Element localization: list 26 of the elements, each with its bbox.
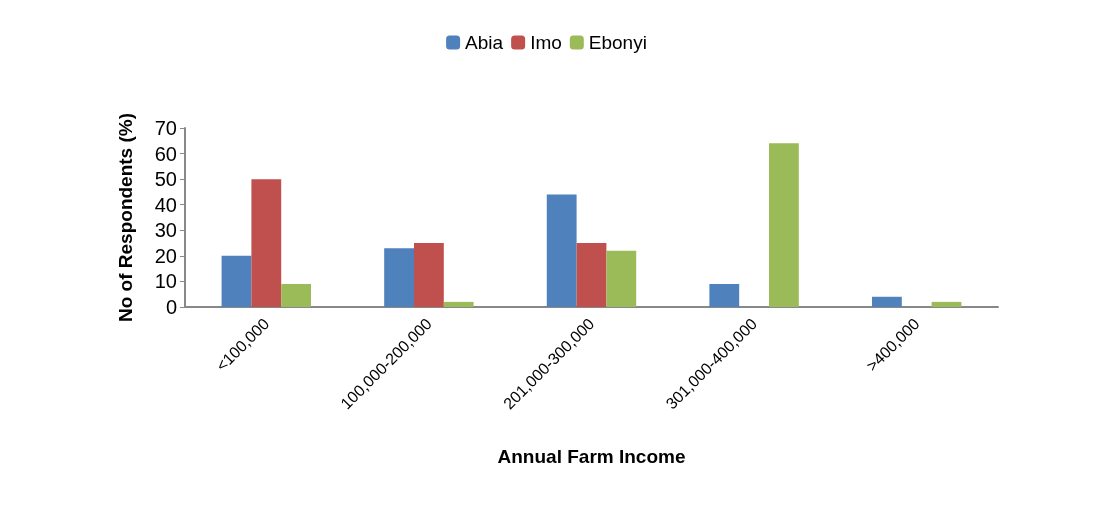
y-axis-title: No of Respondents (%) <box>115 113 136 322</box>
bar <box>443 301 474 307</box>
x-axis-title: Annual Farm Income <box>497 446 686 467</box>
bar <box>281 283 312 307</box>
y-tick-label: 0 <box>165 296 177 318</box>
bar <box>414 243 444 307</box>
bar <box>769 143 799 307</box>
bar <box>221 255 252 307</box>
y-tick-label: 50 <box>154 168 177 191</box>
y-tick-label: 10 <box>154 270 177 293</box>
y-tick-label: 60 <box>154 142 177 165</box>
y-tick-label: 40 <box>154 193 177 216</box>
bar <box>251 179 282 307</box>
legend-label: Ebonyi <box>588 32 647 53</box>
bar <box>606 250 637 307</box>
bar <box>384 248 414 307</box>
bar <box>871 296 902 307</box>
legend-label: Imo <box>530 32 562 53</box>
bar <box>709 283 740 307</box>
legend-label: Abia <box>465 32 504 53</box>
bar <box>576 243 607 307</box>
y-tick-label: 70 <box>154 117 177 139</box>
y-tick-label: 20 <box>154 244 177 267</box>
bar <box>546 194 577 307</box>
bar <box>931 301 962 307</box>
y-tick-label: 30 <box>154 219 177 242</box>
